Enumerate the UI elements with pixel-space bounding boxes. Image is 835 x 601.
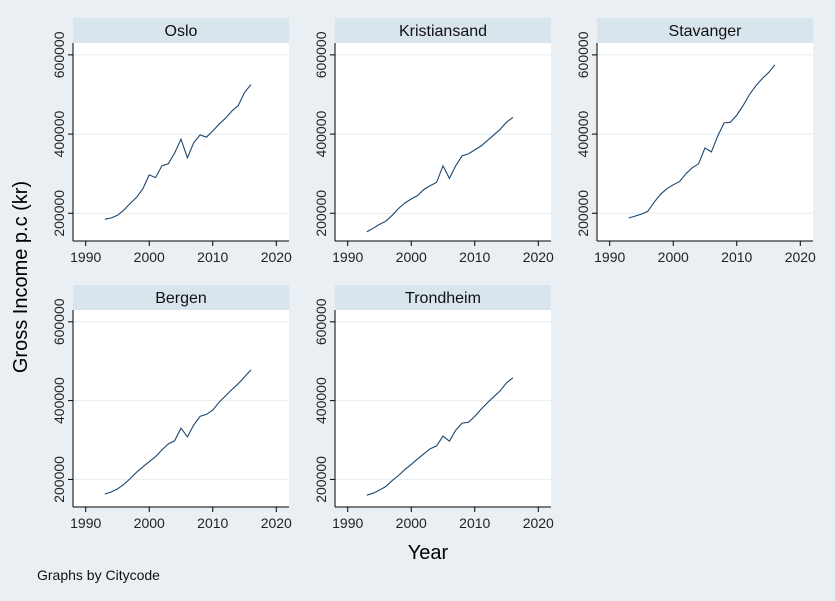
strip-bergen	[73, 285, 289, 310]
plot-area-oslo	[73, 43, 289, 241]
plot-area-stavanger	[597, 43, 813, 241]
y-tick-label: 200000	[575, 190, 591, 237]
y-tick-label: 400000	[51, 377, 67, 424]
x-tick-label: 2010	[459, 249, 490, 265]
y-tick-label: 600000	[51, 298, 67, 345]
x-tick-label: 1990	[70, 515, 101, 531]
y-tick-label: 600000	[313, 31, 329, 78]
series-line-stavanger	[628, 64, 776, 219]
panel-title-bergen: Bergen	[155, 290, 207, 307]
y-tick-label: 600000	[575, 31, 591, 78]
series-line-trondheim	[366, 377, 514, 496]
panel-title-stavanger: Stavanger	[669, 23, 743, 40]
x-tick-label: 1990	[332, 515, 363, 531]
x-tick-label: 2020	[523, 249, 554, 265]
x-tick-label: 2020	[785, 249, 816, 265]
x-tick-label: 2010	[197, 249, 228, 265]
footnote: Graphs by Citycode	[37, 567, 160, 583]
y-tick-label: 200000	[313, 456, 329, 503]
x-tick-label: 2000	[396, 249, 427, 265]
y-tick-label: 200000	[313, 190, 329, 237]
x-axis-title: Year	[408, 542, 449, 564]
x-tick-label: 2010	[459, 515, 490, 531]
x-tick-label: 1990	[594, 249, 625, 265]
y-tick-label: 600000	[51, 31, 67, 78]
y-tick-label: 400000	[313, 377, 329, 424]
x-tick-label: 2020	[523, 515, 554, 531]
x-tick-label: 2000	[396, 515, 427, 531]
plot-area-bergen	[73, 310, 289, 507]
x-tick-label: 2000	[134, 249, 165, 265]
plot-area-kristiansand	[335, 43, 551, 241]
y-tick-label: 200000	[51, 190, 67, 237]
y-tick-label: 400000	[575, 111, 591, 158]
x-tick-label: 2020	[261, 515, 292, 531]
x-tick-label: 2000	[658, 249, 689, 265]
x-tick-label: 1990	[332, 249, 363, 265]
series-line-oslo	[104, 84, 252, 220]
x-tick-label: 2000	[134, 515, 165, 531]
x-tick-label: 1990	[70, 249, 101, 265]
x-tick-label: 2010	[197, 515, 228, 531]
strip-oslo	[73, 18, 289, 43]
series-line-bergen	[104, 369, 252, 495]
y-tick-label: 400000	[51, 111, 67, 158]
plot-area-trondheim	[335, 310, 551, 507]
y-axis-title: Gross Income p.c (kr)	[10, 181, 32, 373]
strip-stavanger	[597, 18, 813, 43]
panel-title-trondheim: Trondheim	[405, 290, 481, 307]
x-tick-label: 2010	[721, 249, 752, 265]
y-tick-label: 400000	[313, 111, 329, 158]
panel-title-oslo: Oslo	[165, 23, 198, 40]
series-line-kristiansand	[366, 116, 514, 233]
y-tick-label: 200000	[51, 456, 67, 503]
strip-kristiansand	[335, 18, 551, 43]
strip-trondheim	[335, 285, 551, 310]
y-tick-label: 600000	[313, 298, 329, 345]
panel-title-kristiansand: Kristiansand	[399, 23, 487, 40]
x-tick-label: 2020	[261, 249, 292, 265]
